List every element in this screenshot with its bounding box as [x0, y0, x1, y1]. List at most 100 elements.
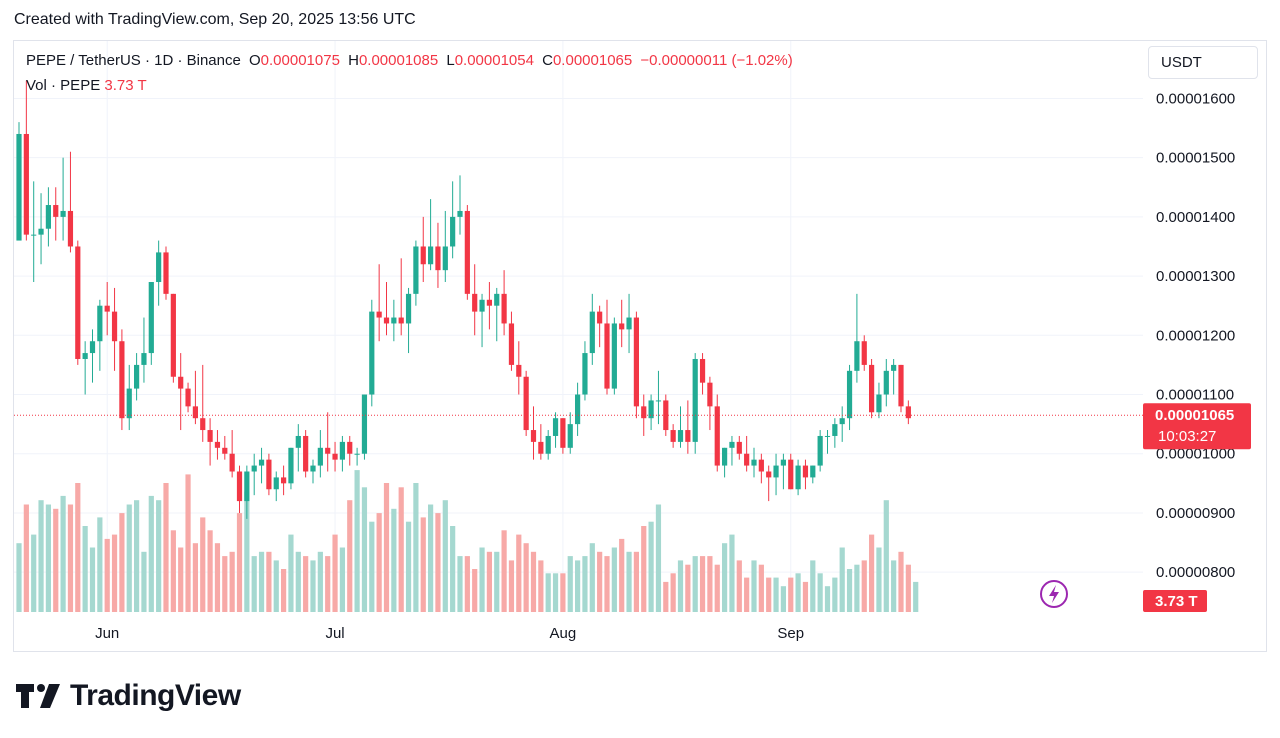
candle[interactable]	[332, 441, 338, 472]
candle[interactable]	[111, 287, 118, 371]
candle[interactable]	[354, 447, 360, 466]
candle[interactable]	[744, 435, 750, 472]
candle[interactable]	[560, 418, 566, 454]
candle[interactable]	[788, 453, 794, 490]
candle[interactable]	[273, 471, 279, 502]
candle[interactable]	[170, 293, 176, 383]
candle[interactable]	[516, 341, 522, 395]
candle[interactable]	[905, 400, 911, 425]
candle[interactable]	[766, 465, 772, 502]
candle[interactable]	[486, 282, 492, 330]
candle[interactable]	[303, 430, 309, 478]
candle[interactable]	[457, 175, 463, 235]
candle[interactable]	[258, 447, 265, 484]
candle[interactable]	[178, 353, 184, 431]
candle[interactable]	[795, 459, 801, 496]
candle[interactable]	[185, 382, 191, 413]
candle[interactable]	[244, 465, 250, 519]
candle[interactable]	[508, 311, 515, 371]
candle[interactable]	[339, 435, 345, 472]
candle[interactable]	[494, 287, 500, 342]
candle[interactable]	[89, 329, 96, 383]
candle[interactable]	[229, 430, 235, 478]
candle[interactable]	[288, 447, 294, 490]
candle[interactable]	[428, 199, 434, 271]
candle[interactable]	[846, 364, 853, 431]
candle[interactable]	[45, 187, 51, 247]
candle[interactable]	[839, 406, 845, 442]
candle[interactable]	[655, 370, 662, 425]
candle[interactable]	[31, 181, 37, 283]
candle[interactable]	[641, 394, 647, 436]
candle[interactable]	[523, 370, 529, 436]
candle[interactable]	[295, 424, 301, 472]
candle[interactable]	[347, 435, 353, 466]
candle[interactable]	[604, 299, 610, 395]
candle[interactable]	[236, 465, 243, 513]
candle[interactable]	[148, 282, 154, 365]
candle[interactable]	[75, 240, 81, 365]
candle[interactable]	[729, 435, 735, 466]
candle[interactable]	[479, 293, 485, 348]
candle[interactable]	[597, 305, 603, 348]
candle[interactable]	[361, 394, 368, 460]
candle[interactable]	[699, 353, 706, 395]
candle[interactable]	[405, 287, 412, 354]
candle[interactable]	[854, 293, 860, 383]
candle[interactable]	[802, 459, 809, 490]
candle[interactable]	[442, 210, 448, 283]
candle[interactable]	[67, 151, 74, 253]
candle[interactable]	[281, 465, 287, 496]
candle[interactable]	[163, 246, 169, 300]
candle[interactable]	[545, 430, 551, 460]
candle[interactable]	[670, 424, 676, 448]
candle[interactable]	[16, 122, 22, 241]
candle[interactable]	[810, 465, 816, 484]
candle[interactable]	[207, 418, 213, 466]
candle[interactable]	[119, 329, 125, 431]
currency-unit-button[interactable]: USDT	[1148, 46, 1258, 79]
candle[interactable]	[383, 282, 390, 336]
candle[interactable]	[156, 240, 162, 306]
candle[interactable]	[883, 358, 889, 407]
candle[interactable]	[398, 258, 404, 336]
candle[interactable]	[420, 216, 426, 283]
candle[interactable]	[780, 453, 786, 490]
candle[interactable]	[869, 358, 875, 419]
symbol-title[interactable]: PEPE / TetherUS · 1D · Binance	[26, 52, 241, 69]
candle[interactable]	[589, 293, 595, 365]
candle[interactable]	[214, 430, 221, 460]
candle[interactable]	[413, 240, 419, 306]
candle[interactable]	[707, 376, 713, 431]
candle[interactable]	[824, 430, 831, 454]
candle[interactable]	[38, 193, 44, 265]
candle[interactable]	[611, 317, 617, 395]
candle[interactable]	[538, 424, 544, 460]
candle[interactable]	[266, 453, 272, 496]
candle[interactable]	[773, 453, 779, 496]
candle[interactable]	[200, 364, 206, 442]
candle[interactable]	[501, 270, 507, 336]
candle[interactable]	[60, 157, 66, 241]
candle[interactable]	[626, 293, 632, 354]
candle[interactable]	[751, 447, 757, 478]
candle[interactable]	[582, 341, 588, 401]
candle[interactable]	[97, 299, 103, 371]
candle[interactable]	[552, 412, 559, 448]
candle[interactable]	[876, 382, 882, 419]
candle[interactable]	[722, 447, 728, 478]
volume-label[interactable]: Vol · PEPE	[26, 77, 101, 94]
candle[interactable]	[677, 406, 684, 448]
candle[interactable]	[861, 335, 867, 371]
candle[interactable]	[685, 400, 691, 454]
candle[interactable]	[898, 364, 904, 413]
candle[interactable]	[53, 187, 59, 241]
candle[interactable]	[736, 435, 742, 460]
candle[interactable]	[104, 282, 110, 336]
candle[interactable]	[817, 430, 823, 472]
candle[interactable]	[369, 299, 375, 407]
candle[interactable]	[832, 418, 838, 448]
candle[interactable]	[325, 412, 331, 472]
candle[interactable]	[464, 205, 470, 300]
